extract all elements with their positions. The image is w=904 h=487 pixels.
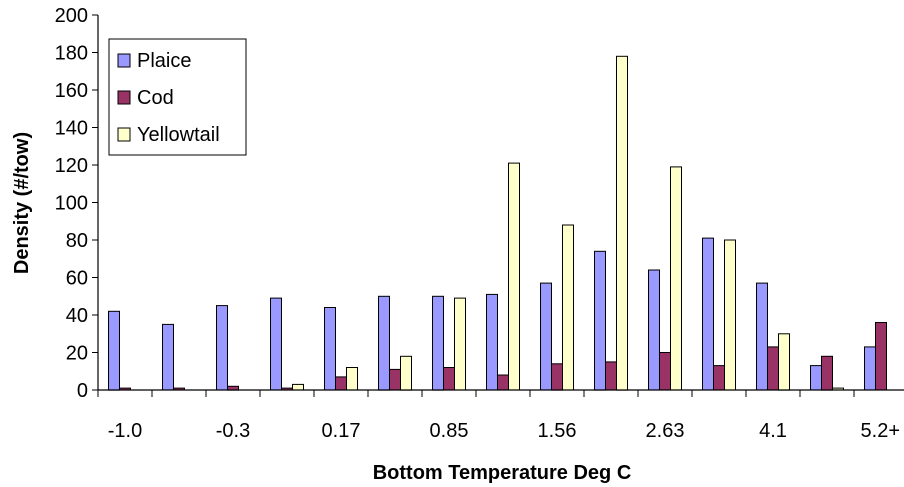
bar-yellowtail-8	[508, 162, 520, 391]
bar-cod-12	[713, 365, 725, 391]
bar-plaice-12	[702, 237, 714, 391]
bar-plaice-8	[486, 293, 498, 391]
bar-yellowtail-10	[616, 55, 628, 391]
bar-cod-8	[497, 374, 509, 391]
bar-yellowtail-7	[454, 297, 466, 391]
y-tick-label: 40	[66, 305, 88, 327]
bar-plaice-2	[162, 323, 174, 391]
legend-label-yellowtail: Yellowtail	[137, 124, 220, 146]
bar-cod-7	[443, 367, 455, 391]
bars-layer	[108, 55, 887, 391]
legend-swatch-cod	[117, 90, 131, 105]
x-tick-label: 1.56	[538, 420, 577, 442]
bar-plaice-15	[864, 346, 876, 391]
bar-plaice-13	[756, 282, 768, 391]
bar-plaice-3	[216, 305, 228, 391]
bar-yellowtail-9	[562, 224, 574, 391]
bar-cod-10	[605, 361, 617, 391]
bar-yellowtail-5	[346, 367, 358, 391]
y-tick-label: 20	[66, 343, 88, 365]
y-tick-label: 120	[55, 155, 88, 177]
y-tick-label: 100	[55, 193, 88, 215]
x-tick-label: -1.0	[108, 420, 142, 442]
bar-cod-14	[821, 355, 833, 391]
bar-yellowtail-11	[670, 166, 682, 391]
bar-cod-5	[335, 376, 347, 391]
bar-yellowtail-4	[292, 383, 304, 391]
bar-plaice-6	[378, 295, 390, 391]
bar-plaice-10	[594, 250, 606, 391]
legend-label-cod: Cod	[137, 87, 174, 109]
y-axis-title: Density (#/tow)	[11, 132, 33, 274]
bar-plaice-11	[648, 269, 660, 391]
legend: Plaice Cod Yellowtail	[108, 38, 247, 156]
x-axis-title: Bottom Temperature Deg C	[373, 462, 632, 484]
y-tick-label: 140	[55, 118, 88, 140]
x-tick-label: -0.3	[216, 420, 250, 442]
y-tick-label: 60	[66, 268, 88, 290]
bar-plaice-9	[540, 282, 552, 391]
x-tick-label: 2.63	[646, 420, 685, 442]
bar-yellowtail-12	[724, 239, 736, 391]
bar-plaice-4	[270, 297, 282, 391]
bar-yellowtail-13	[778, 333, 790, 391]
x-tick-label: 5.2+	[861, 420, 900, 442]
bar-plaice-14	[810, 365, 822, 391]
bar-plaice-5	[324, 307, 336, 391]
ticks-layer: 0 20 40 60 80 100 120 140 160 180 200 -1.0 -0.3 0.17 0…	[55, 5, 900, 442]
x-tick-label: 0.17	[322, 420, 361, 442]
bar-cod-15	[875, 322, 887, 391]
x-tick-label: 4.1	[759, 420, 787, 442]
bar-plaice-7	[432, 295, 444, 391]
legend-label-plaice: Plaice	[137, 50, 191, 72]
bar-cod-13	[767, 346, 779, 391]
bar-yellowtail-6	[400, 355, 412, 391]
legend-swatch-plaice	[117, 53, 131, 68]
x-tick-label: 0.85	[430, 420, 469, 442]
y-tick-label: 160	[55, 80, 88, 102]
bar-cod-6	[389, 368, 401, 391]
bar-cod-9	[551, 363, 563, 391]
bar-plaice-1	[108, 310, 120, 391]
bar-cod-11	[659, 352, 671, 391]
legend-box	[108, 38, 247, 156]
y-tick-label: 200	[55, 5, 88, 27]
legend-swatch-yellowtail	[117, 127, 131, 142]
y-tick-label: 180	[55, 43, 88, 65]
y-tick-label: 80	[66, 230, 88, 252]
y-tick-label: 0	[77, 380, 88, 402]
